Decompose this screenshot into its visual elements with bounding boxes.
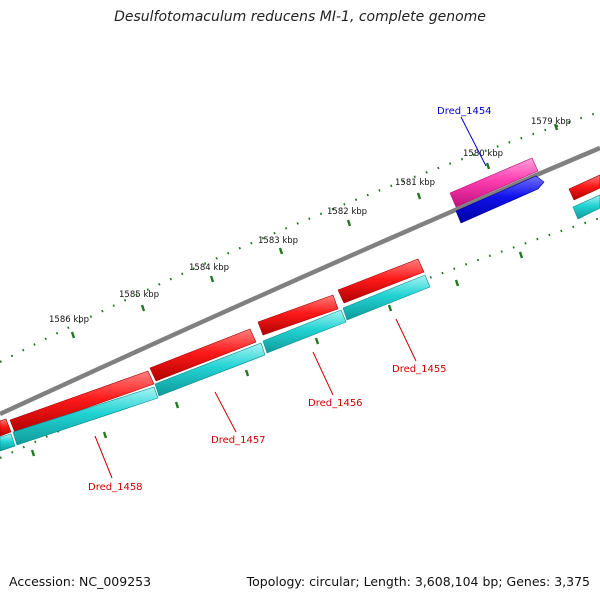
cds-dred-1455 — [337, 258, 425, 304]
gene-label-dred-1454: Dred_1454 — [437, 106, 492, 117]
kbp-label-1585: 1585 kbp — [119, 290, 159, 300]
gene-partial-right — [572, 194, 600, 220]
gene-strand-features — [0, 274, 431, 452]
gene-dred-1455 — [342, 274, 431, 321]
kbp-label-1582: 1582 kbp — [327, 207, 367, 217]
gene-dred-1458 — [12, 386, 159, 446]
cds-track-dred-1454 — [449, 157, 539, 208]
forward-strand-features — [0, 258, 425, 437]
cds-dred-1457 — [149, 328, 257, 382]
accession-text: Accession: NC_009253 — [9, 574, 152, 589]
gene-label-dred-1455: Dred_1455 — [392, 364, 447, 375]
cds-dred-1456 — [257, 294, 339, 336]
kbp-label-1584: 1584 kbp — [189, 263, 229, 273]
outer-major-ticks — [70, 123, 559, 339]
gene-label-dred-1458: Dred_1458 — [88, 482, 143, 493]
outer-tick-ring — [0, 110, 600, 363]
map-title: Desulfotomaculum reducens MI-1, complete… — [114, 9, 486, 25]
cds-partial-left — [0, 418, 12, 437]
cds-partial-right — [568, 174, 600, 201]
kbp-label-1579: 1579 kbp — [531, 117, 571, 127]
gene-dred-1457 — [154, 342, 266, 397]
genome-backbone — [0, 145, 600, 417]
kbp-label-1583: 1583 kbp — [258, 236, 298, 246]
kbp-label-1580: 1580 kbp — [463, 149, 503, 159]
kbp-label-1586: 1586 kbp — [49, 315, 89, 325]
topology-text: Topology: circular; Length: 3,608,104 bp… — [246, 574, 590, 589]
gene-partial-left — [0, 433, 16, 452]
gene-dred-1456 — [262, 309, 347, 354]
cds-dred-1458 — [9, 370, 155, 434]
feature-dred-1454 — [449, 157, 545, 224]
inner-major-ticks — [30, 251, 524, 457]
gene-label-dred-1457: Dred_1457 — [211, 435, 266, 446]
gene-track-dred-1454 — [455, 175, 545, 224]
kbp-label-1581: 1581 kbp — [395, 178, 435, 188]
label-leader-lines — [94, 116, 487, 479]
gene-label-dred-1456: Dred_1456 — [308, 398, 363, 409]
